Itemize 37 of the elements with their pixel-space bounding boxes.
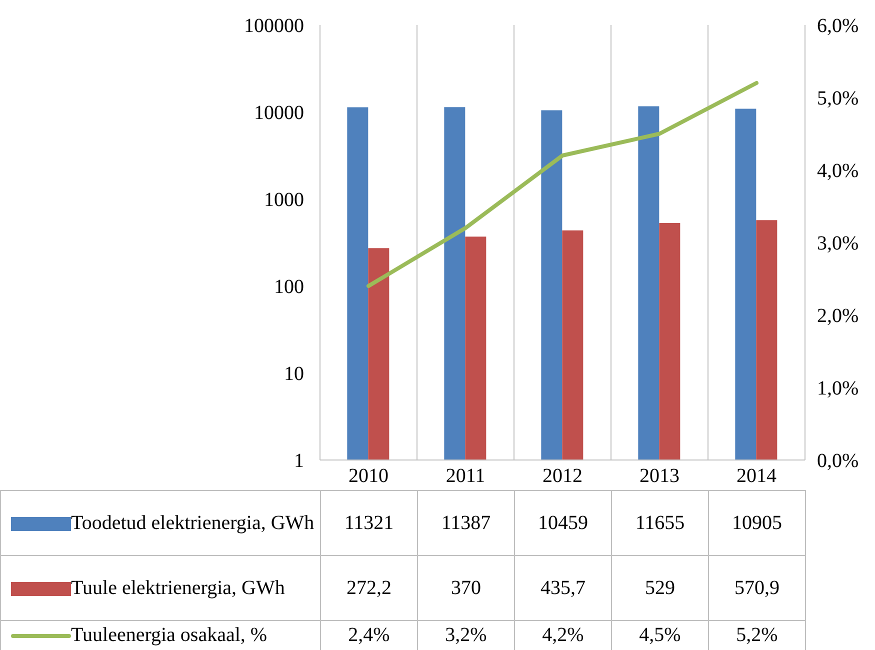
y2-tick-label: 1,0% bbox=[817, 378, 859, 400]
x-tick-label: 2011 bbox=[446, 465, 486, 488]
data-label: 11321 bbox=[320, 490, 418, 556]
data-label: 435,7 bbox=[514, 556, 612, 620]
data-label: 10905 bbox=[708, 490, 806, 556]
data-label: 3,2% bbox=[418, 620, 514, 650]
data-label: 272,2 bbox=[320, 556, 418, 620]
data-label: 11655 bbox=[612, 490, 708, 556]
data-label: 370 bbox=[418, 556, 514, 620]
y2-tick-label: 3,0% bbox=[817, 232, 859, 255]
y2-tick-label: 0,0% bbox=[817, 450, 859, 472]
x-tick-label: 2012 bbox=[542, 465, 582, 488]
y-tick-label: 1000 bbox=[264, 189, 304, 212]
data-label: 4,2% bbox=[514, 620, 612, 650]
legend-label: Toodetud elektrienergia, GWh bbox=[71, 510, 314, 536]
x-tick-label: 2014 bbox=[736, 465, 776, 488]
data-label: 529 bbox=[612, 556, 708, 620]
x-tick-label: 2013 bbox=[640, 465, 680, 488]
y2-tick-label: 6,0% bbox=[817, 15, 859, 38]
y2-tick-label: 4,0% bbox=[817, 160, 859, 182]
y-tick-label: 10 bbox=[284, 363, 304, 386]
legend-label: Tuule elektrienergia, GWh bbox=[71, 576, 285, 600]
data-label: 5,2% bbox=[708, 620, 806, 650]
data-label: 10459 bbox=[514, 490, 612, 556]
y2-tick-label: 2,0% bbox=[817, 305, 859, 328]
data-label: 570,9 bbox=[708, 556, 806, 620]
legend-label: Tuuleenergia osakaal, % bbox=[71, 623, 268, 648]
y-tick-label: 1 bbox=[294, 450, 304, 472]
data-label: 4,5% bbox=[612, 620, 708, 650]
y-tick-label: 10000 bbox=[254, 102, 304, 124]
y-tick-label: 100000 bbox=[244, 15, 304, 38]
y-tick-label: 100 bbox=[274, 276, 304, 298]
y2-tick-label: 5,0% bbox=[817, 88, 859, 110]
data-label: 2,4% bbox=[320, 620, 418, 650]
data-label: 11387 bbox=[418, 490, 514, 556]
line-series bbox=[366, 81, 758, 288]
x-tick-label: 2010 bbox=[348, 465, 388, 488]
